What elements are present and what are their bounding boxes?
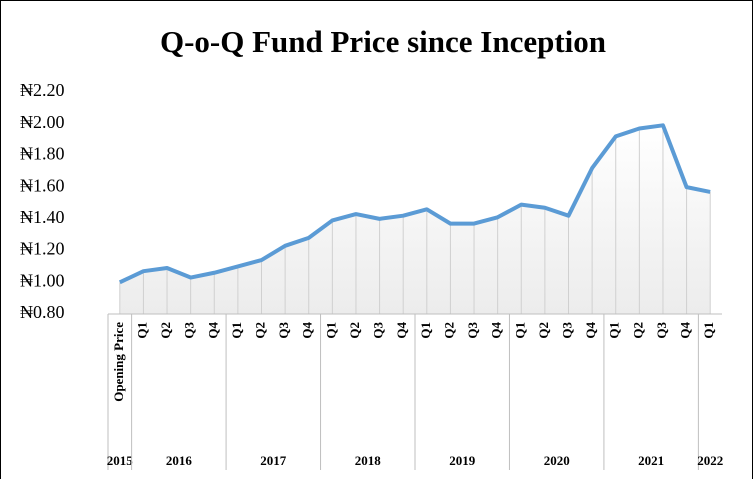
x-tick-label: Q3 xyxy=(371,322,386,339)
x-tick-label: Q1 xyxy=(229,322,244,339)
x-tick-label: Q2 xyxy=(158,322,173,339)
area xyxy=(119,125,711,314)
x-tick-label: Q4 xyxy=(678,322,693,339)
group-label: 2017 xyxy=(260,453,287,468)
y-tick-label: ₦1.80 xyxy=(20,144,65,164)
group-label: 2021 xyxy=(638,453,664,468)
x-tick-label: Q1 xyxy=(607,322,622,339)
x-tick-label: Q1 xyxy=(323,322,338,339)
x-tick-label: Q4 xyxy=(205,322,220,339)
x-tick-label: Q1 xyxy=(134,322,149,339)
y-tick-label: ₦1.40 xyxy=(20,207,65,227)
y-tick-label: ₦1.20 xyxy=(20,239,65,259)
x-tick-label: Opening Price xyxy=(111,322,126,402)
y-tick-label: ₦0.80 xyxy=(20,302,65,322)
x-tick-label: Q2 xyxy=(630,322,645,339)
x-tick-label: Q3 xyxy=(654,322,669,339)
x-tick-label: Q4 xyxy=(583,322,598,339)
line xyxy=(118,123,711,285)
x-tick-label: Q2 xyxy=(347,322,362,339)
group-label: 2016 xyxy=(166,453,193,468)
y-tick-label: ₦1.60 xyxy=(20,175,65,195)
y-tick-label: ₦1.00 xyxy=(20,270,65,290)
x-tick-label: Q4 xyxy=(300,322,315,339)
x-tick-label: Q2 xyxy=(441,322,456,339)
x-tick-label: Q3 xyxy=(465,322,480,339)
x-tick-label: Q2 xyxy=(252,322,267,339)
group-label: 2020 xyxy=(544,453,570,468)
x-tick-label: Q1 xyxy=(418,322,433,339)
x-tick-label: Q1 xyxy=(701,322,716,339)
x-tick-label: Q1 xyxy=(512,322,527,339)
group-label: 2022 xyxy=(697,453,723,468)
x-tick-label: Q4 xyxy=(394,322,409,339)
group-label: 2019 xyxy=(449,453,476,468)
chart-title: Q-o-Q Fund Price since Inception xyxy=(160,24,606,59)
x-tick-label: Q3 xyxy=(276,322,291,339)
group-label: 2015 xyxy=(107,453,134,468)
x-tick-label: Q2 xyxy=(536,322,551,339)
x-tick-label: Q3 xyxy=(182,322,197,339)
group-label: 2018 xyxy=(355,453,382,468)
y-tick-label: ₦2.20 xyxy=(20,80,65,100)
y-tick-label: ₦2.00 xyxy=(20,112,65,132)
x-tick-label: Q3 xyxy=(559,322,574,339)
x-tick-label: Q4 xyxy=(489,322,504,339)
